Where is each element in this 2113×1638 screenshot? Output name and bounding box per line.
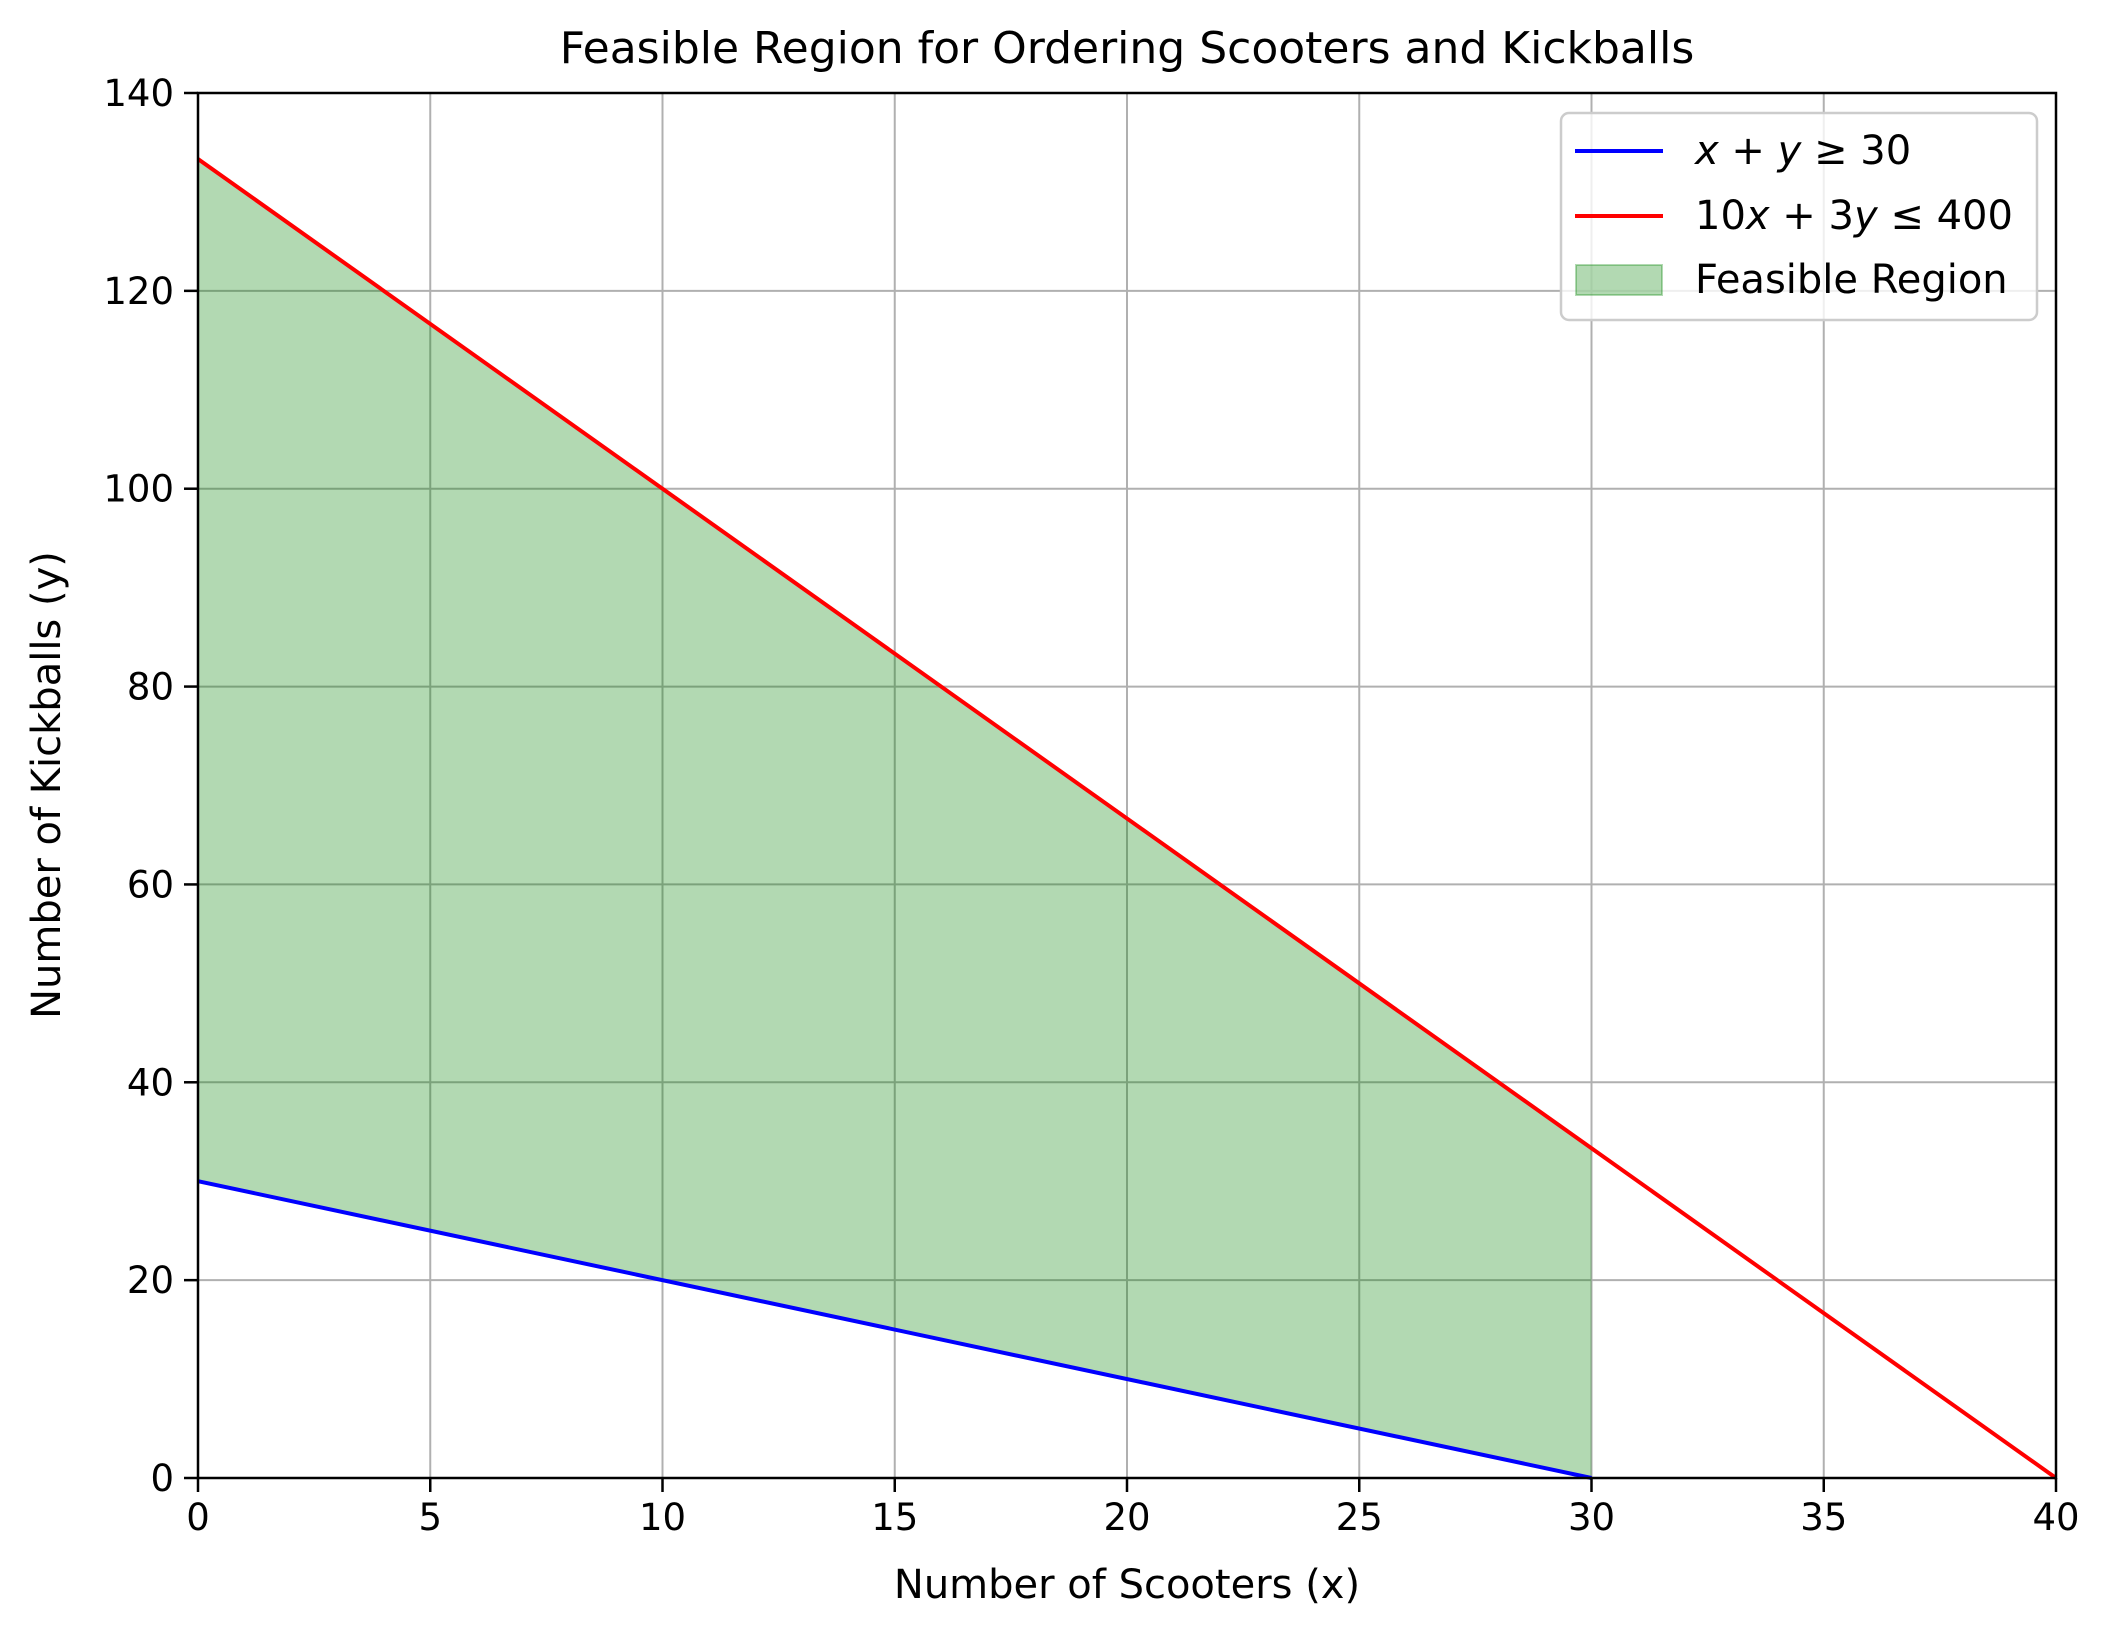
legend-label-fill: Feasible Region (1695, 257, 2008, 303)
x-tick-label: 5 (418, 1496, 442, 1539)
y-tick-label: 20 (127, 1259, 174, 1302)
y-tick-label: 140 (103, 72, 174, 115)
y-tick-label: 120 (103, 270, 174, 313)
series-line-2 (196, 157, 2058, 1480)
x-tick-label: 10 (639, 1496, 686, 1539)
y-tick-label: 80 (127, 666, 174, 709)
x-tick-label: 25 (1336, 1496, 1383, 1539)
legend: x + y ≥ 30 10x + 3y ≤ 400 Feasible Region (1559, 111, 2039, 322)
legend-swatch-fill (1575, 264, 1663, 296)
legend-box (1559, 111, 2039, 322)
ticks: 0 5 10 15 20 25 30 35 40 0 20 40 60 80 100 120 140 (103, 72, 2079, 1539)
y-tick-label: 0 (150, 1457, 174, 1500)
x-tick-label: 30 (1568, 1496, 1615, 1539)
x-tick-label: 0 (186, 1496, 210, 1539)
series-layer (196, 157, 2058, 1480)
x-tick-label: 35 (1800, 1496, 1847, 1539)
feasible-region-layer (198, 158, 1592, 1478)
x-tick-label: 40 (2032, 1496, 2079, 1539)
legend-label-2: 10x + 3y ≤ 400 (1695, 193, 2013, 239)
y-tick-label: 60 (127, 863, 174, 906)
chart-title: Feasible Region for Ordering Scooters an… (560, 23, 1695, 74)
legend-label-1: x + y ≥ 30 (1693, 128, 1911, 174)
series-line-1 (197, 1179, 1592, 1480)
y-axis-label: Number of Kickballs (y) (24, 551, 70, 1019)
x-tick-label: 20 (1103, 1496, 1150, 1539)
y-tick-label: 40 (127, 1061, 174, 1104)
x-tick-label: 15 (871, 1496, 918, 1539)
y-tick-label: 100 (103, 468, 174, 511)
x-axis-label: Number of Scooters (x) (894, 1562, 1360, 1608)
feasible-region (198, 158, 1592, 1478)
